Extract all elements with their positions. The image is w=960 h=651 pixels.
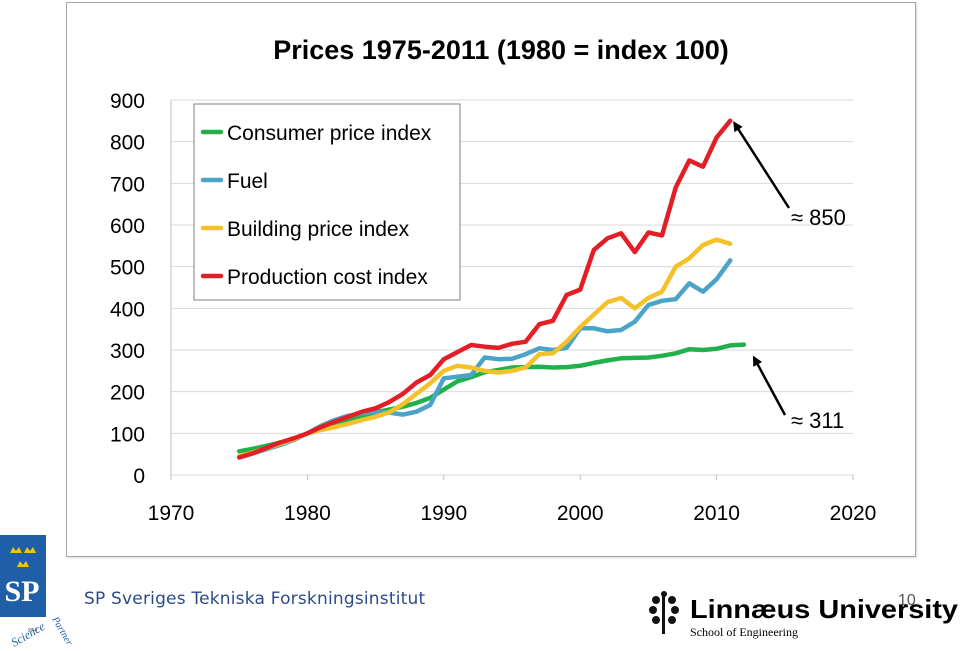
y-tick-label: 800: [110, 132, 145, 155]
sp-logo-background: [0, 535, 46, 617]
lnu-logo-subtitle: School of Engineering: [690, 625, 798, 639]
series-lines: [236, 118, 747, 460]
page-number: 10: [898, 592, 916, 609]
line-chart: Prices 1975-2011 (1980 = index 100) 0 100…: [110, 35, 876, 525]
y-tick-label: 300: [110, 340, 145, 363]
tree-icon: [649, 591, 679, 634]
legend: Consumer price index Fuel Building price i…: [193, 103, 461, 301]
crown-icons: [10, 547, 36, 567]
legend-label-1: Fuel: [227, 170, 268, 193]
sp-tagline-partner: Partner: [49, 614, 75, 647]
annotation-arrow-0: [733, 121, 791, 209]
y-tick-label: 0: [133, 465, 145, 488]
x-tick-label: 1970: [148, 502, 195, 525]
linnaeus-university-logo: Linnæus University School of Engineering: [649, 591, 959, 639]
y-tick-label: 400: [110, 298, 145, 321]
legend-label-2: Building price index: [227, 218, 410, 241]
legend-label-3: Production cost index: [227, 266, 428, 289]
sp-tagline-science: Science: [9, 619, 48, 650]
x-tick-label: 2020: [830, 502, 877, 525]
chart-title: Prices 1975-2011 (1980 = index 100): [273, 35, 729, 65]
annotation-label-0: ≈ 850: [791, 205, 846, 230]
footer-organization: SP Sveriges Tekniska Forskningsinstitut: [84, 589, 426, 609]
sp-logo: SP your Science Partner: [0, 535, 75, 650]
lnu-logo-name: Linnæus University: [690, 594, 959, 624]
y-tick-label: 600: [110, 215, 145, 238]
y-tick-label: 500: [110, 257, 145, 280]
x-tick-label: 2010: [693, 502, 740, 525]
x-tick-label: 1980: [284, 502, 331, 525]
x-tick-label: 2000: [557, 502, 604, 525]
y-tick-label: 700: [110, 173, 145, 196]
chart-panel: Prices 1975-2011 (1980 = index 100) 0 100…: [66, 2, 916, 557]
legend-label-0: Consumer price index: [227, 122, 432, 145]
y-tick-label: 900: [110, 90, 145, 113]
axes: 0 100 200 300 400 500 600 700 800 900 1970 1980 1990…: [110, 90, 876, 525]
y-tick-label: 200: [110, 382, 145, 405]
annotation-label-1: ≈ 311: [791, 408, 844, 433]
series-line-3: [236, 118, 733, 460]
annotation-arrow-1: [752, 355, 787, 416]
legend-box: [193, 103, 461, 301]
annotations: ≈ 850 ≈ 311: [733, 121, 846, 433]
x-tick-label: 1990: [420, 502, 467, 525]
series-line-2: [236, 237, 733, 459]
y-tick-label: 100: [110, 423, 145, 446]
sp-tagline: your Science Partner: [9, 614, 75, 649]
sp-tagline-your: your: [28, 627, 38, 633]
sp-logo-text: SP: [4, 575, 39, 608]
